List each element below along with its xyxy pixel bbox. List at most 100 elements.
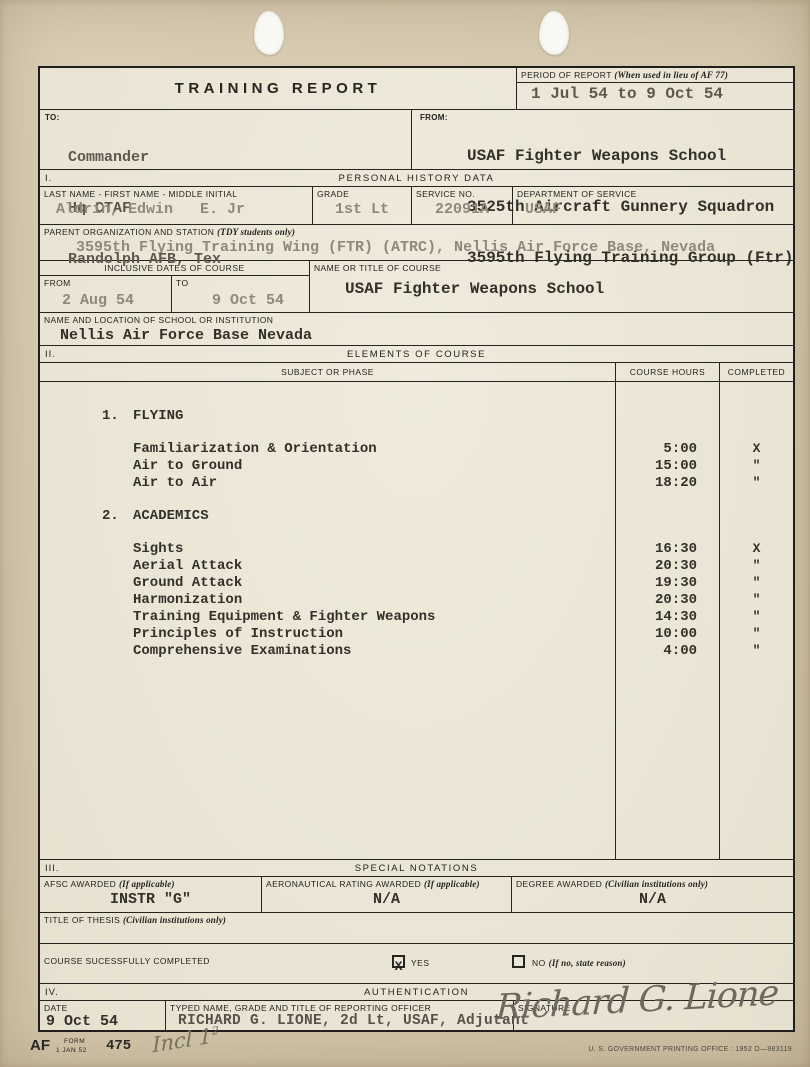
table-row: Principles of Instruction 10:00 " bbox=[133, 626, 761, 642]
section-2-number: II. bbox=[45, 348, 56, 360]
service-no-label: SERVICE NO. bbox=[416, 189, 476, 199]
auth-date-label: DATE bbox=[44, 1003, 68, 1013]
dates-subcells: FROM 2 Aug 54 TO 9 Oct 54 bbox=[40, 276, 309, 312]
school-value: Nellis Air Force Base Nevada bbox=[60, 327, 313, 344]
reporting-officer-value: RICHARD G. LIONE, 2d Lt, USAF, Adjutant bbox=[178, 1013, 530, 1029]
thesis-label: TITLE OF THESIS (Civilian institutions o… bbox=[44, 915, 227, 925]
course-completed-row: COURSE SUCESSFULLY COMPLETED X YES NO (I… bbox=[40, 944, 793, 984]
column-header-hours: COURSE HOURS bbox=[616, 363, 720, 381]
afsc-awarded-label: AFSC AWARDED (If applicable) bbox=[44, 879, 175, 889]
from-line: 3525th Aircraft Gunnery Squadron bbox=[467, 198, 775, 216]
column-header-subject: SUBJECT OR PHASE bbox=[40, 363, 616, 381]
degree-awarded-label: DEGREE AWARDED (Civilian institutions on… bbox=[516, 879, 709, 889]
course-completed-label: COURSE SUCESSFULLY COMPLETED bbox=[44, 956, 210, 966]
to-line: Hq CTAF bbox=[68, 200, 132, 217]
yes-label: YES bbox=[411, 958, 430, 968]
section-4-number: IV. bbox=[45, 986, 59, 998]
inclusive-dates-label: INCLUSIVE DATES OF COURSE bbox=[40, 261, 309, 276]
afsc-awarded-cell: AFSC AWARDED (If applicable) INSTR "G" bbox=[40, 877, 262, 912]
from-line: USAF Fighter Weapons School bbox=[467, 147, 727, 165]
date-from-value: 2 Aug 54 bbox=[62, 292, 135, 309]
reporting-officer-label: TYPED NAME, GRADE AND TITLE OF REPORTING… bbox=[170, 1003, 432, 1013]
grade-cell: GRADE 1st Lt bbox=[313, 187, 412, 224]
table-row: Familiarization & Orientation 5:00 X bbox=[133, 441, 761, 457]
from-label: FROM: bbox=[420, 113, 448, 122]
inclusive-dates-cell: INCLUSIVE DATES OF COURSE FROM 2 Aug 54 … bbox=[40, 261, 310, 312]
awards-row: AFSC AWARDED (If applicable) INSTR "G" A… bbox=[40, 877, 793, 913]
auth-date-cell: DATE 9 Oct 54 bbox=[40, 1001, 166, 1030]
table-row: Training Equipment & Fighter Weapons 14:… bbox=[133, 609, 761, 625]
to-label: TO: bbox=[45, 113, 60, 122]
printing-office-line: U. S. GOVERNMENT PRINTING OFFICE : 1952 … bbox=[588, 1046, 792, 1053]
to-address: Commander Hq CTAF Randolph AFB, Tex bbox=[68, 115, 221, 302]
name-label: LAST NAME - FIRST NAME - MIDDLE INITIAL bbox=[44, 189, 238, 199]
to-line: Randolph AFB, Tex bbox=[68, 251, 222, 268]
from-address-cell: FROM: USAF Fighter Weapons School 3525th… bbox=[412, 110, 793, 267]
school-row: NAME AND LOCATION OF SCHOOL OR INSTITUTI… bbox=[40, 313, 793, 346]
aeronautical-rating-value: N/A bbox=[372, 891, 400, 908]
form-word: FORM bbox=[64, 1038, 86, 1045]
course-title-value: USAF Fighter Weapons School bbox=[345, 280, 605, 298]
personal-data-row: LAST NAME - FIRST NAME - MIDDLE INITIAL … bbox=[40, 187, 793, 225]
course-title-label: NAME OR TITLE OF COURSE bbox=[314, 263, 442, 273]
signature-cell: SIGNATURE bbox=[514, 1001, 793, 1030]
table-row: Aerial Attack 20:30 " bbox=[133, 558, 761, 574]
aeronautical-rating-cell: AERONAUTICAL RATING AWARDED (If applicab… bbox=[262, 877, 512, 912]
parent-organization-hint: (TDY students only) bbox=[217, 227, 296, 237]
service-no-value: 22091A bbox=[434, 201, 489, 218]
school-label: NAME AND LOCATION OF SCHOOL OR INSTITUTI… bbox=[44, 315, 274, 325]
section-1-number: I. bbox=[45, 172, 53, 184]
department-cell: DEPARTMENT OF SERVICE USAF bbox=[513, 187, 793, 224]
no-hint: (If no, state reason) bbox=[548, 958, 626, 968]
course-table-header: SUBJECT OR PHASE COURSE HOURS COMPLETED bbox=[40, 363, 793, 382]
table-row: Air to Air 18:20 " bbox=[133, 475, 761, 491]
column-header-completed: COMPLETED bbox=[727, 367, 786, 377]
form-edition-date: 1 JAN 52 bbox=[56, 1047, 87, 1054]
no-label: NO (If no, state reason) bbox=[532, 958, 626, 968]
yes-checkbox: X bbox=[392, 955, 405, 973]
signature-label: SIGNATURE bbox=[518, 1003, 571, 1013]
degree-awarded-value: N/A bbox=[638, 891, 666, 908]
form-number: 475 bbox=[106, 1038, 132, 1054]
section-3-number: III. bbox=[45, 862, 60, 874]
date-to-label: TO bbox=[176, 278, 189, 288]
parent-organization-value: 3595th Flying Training Wing (FTR) (ATRC)… bbox=[76, 239, 716, 256]
grade-value: 1st Lt bbox=[334, 201, 389, 218]
period-of-report-value: 1 Jul 54 to 9 Oct 54 bbox=[531, 85, 724, 103]
training-report-form: TRAINING REPORT PERIOD OF REPORT (When u… bbox=[38, 66, 795, 1032]
department-label: DEPARTMENT OF SERVICE bbox=[517, 189, 637, 199]
incl-superscript: 2 bbox=[211, 1023, 219, 1038]
section-3-title: SPECIAL NOTATIONS bbox=[354, 862, 479, 874]
period-hint: (When used in lieu of AF 77) bbox=[614, 70, 729, 80]
aeronautical-rating-label: AERONAUTICAL RATING AWARDED (If applicab… bbox=[266, 879, 480, 889]
service-no-cell: SERVICE NO. 22091A bbox=[412, 187, 513, 224]
section-4-title: AUTHENTICATION bbox=[363, 986, 470, 998]
table-row: Harmonization 20:30 " bbox=[133, 592, 761, 608]
afsc-awarded-value: INSTR "G" bbox=[109, 891, 191, 908]
authentication-row: DATE 9 Oct 54 TYPED NAME, GRADE AND TITL… bbox=[40, 1001, 793, 1030]
form-title-cell: TRAINING REPORT bbox=[40, 68, 517, 109]
to-from-row: TO: Commander Hq CTAF Randolph AFB, Tex … bbox=[40, 110, 793, 268]
parent-organization-row: PARENT ORGANIZATION AND STATION (TDY stu… bbox=[40, 225, 793, 261]
period-of-report-label: PERIOD OF REPORT (When used in lieu of A… bbox=[517, 68, 793, 83]
name-cell: LAST NAME - FIRST NAME - MIDDLE INITIAL … bbox=[40, 187, 313, 224]
parent-organization-label: PARENT ORGANIZATION AND STATION (TDY stu… bbox=[44, 227, 296, 237]
to-line: Commander bbox=[68, 149, 150, 166]
form-id-prefix: AF bbox=[30, 1037, 50, 1054]
name-value: Aldrin, Edwin E. Jr bbox=[56, 201, 246, 218]
thesis-row: TITLE OF THESIS (Civilian institutions o… bbox=[40, 913, 793, 944]
table-row: 2. ACADEMICS bbox=[102, 508, 209, 524]
auth-date-value: 9 Oct 54 bbox=[46, 1013, 119, 1030]
punch-hole-right-icon bbox=[539, 11, 569, 55]
table-row: 1. FLYING bbox=[102, 408, 184, 424]
date-from-cell: FROM 2 Aug 54 bbox=[40, 276, 172, 312]
column-divider bbox=[615, 382, 616, 859]
grade-label: GRADE bbox=[317, 189, 350, 199]
period-of-report-cell: PERIOD OF REPORT (When used in lieu of A… bbox=[517, 68, 793, 109]
date-from-label: FROM bbox=[44, 278, 71, 288]
section-2-title: ELEMENTS OF COURSE bbox=[346, 348, 487, 360]
form-header-row: TRAINING REPORT PERIOD OF REPORT (When u… bbox=[40, 68, 793, 110]
course-table-body: 1. FLYING Familiarization & Orientation 5… bbox=[40, 382, 793, 860]
section-1-title: PERSONAL HISTORY DATA bbox=[338, 172, 495, 184]
